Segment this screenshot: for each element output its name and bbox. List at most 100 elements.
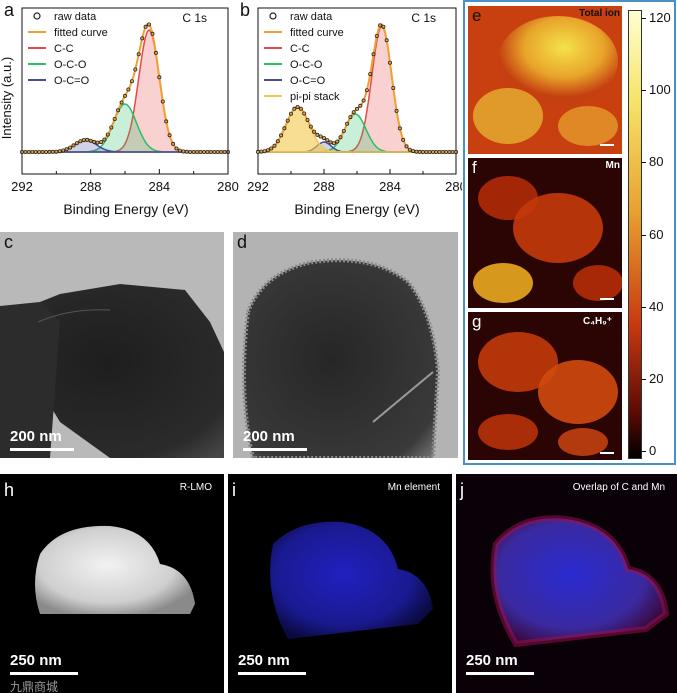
xps-b-tick-label: 280 (445, 179, 462, 194)
xps-a-raw-point (133, 67, 138, 72)
xps-a-raw-point (157, 75, 162, 80)
xps-a-raw-point (167, 133, 172, 138)
xlabel-a: Binding Energy (eV) (63, 201, 188, 217)
xps-b-raw-point (269, 146, 274, 151)
scalebar-j (466, 672, 534, 675)
xps-a-raw-point (112, 117, 117, 122)
xps-b-legend-label: O-C-O (290, 59, 323, 71)
panel-g-label: g (472, 312, 482, 331)
eds-overlap-j: j Overlap of C and Mn 250 nm (456, 474, 677, 693)
xps-b-tick-label: 292 (247, 179, 269, 194)
xps-b-legend-label: raw data (290, 11, 333, 23)
xps-b-raw-point (374, 34, 379, 39)
xps-b-raw-point (295, 105, 300, 110)
scalebar-j-label: 250 nm (466, 652, 518, 669)
xps-b-raw-point (341, 128, 346, 133)
xps-a-legend-label: fitted curve (54, 27, 108, 39)
xps-b-tick-label: 288 (313, 179, 335, 194)
xps-a-raw-point (109, 125, 114, 130)
core-label-b: C 1s (411, 11, 436, 25)
scalebar-e (600, 144, 614, 146)
xps-a-legend-label: raw data (54, 11, 97, 23)
xps-a-raw-point (129, 79, 134, 84)
colorbar-tick-label: 120 (649, 10, 671, 25)
colorbar-tick (641, 162, 646, 164)
xps-a-raw-point (225, 149, 230, 154)
colorbar-tick-label: 40 (649, 298, 664, 314)
xps-b-legend-label: C-C (290, 43, 310, 55)
scalebar-c-label: 200 nm (10, 428, 62, 445)
map-e-title: Total ion (579, 8, 620, 19)
ylabel-a: Intensity (a.u.) (0, 57, 14, 139)
xps-a-raw-point (174, 146, 179, 151)
panel-c-label: c (4, 232, 13, 252)
xps-a-tick-label: 280 (217, 179, 239, 194)
xps-a-raw-point (105, 132, 110, 137)
xps-a-legend-label: C-C (54, 43, 74, 55)
colorbar-tick-label: 80 (649, 154, 664, 170)
xps-b-raw-point (404, 144, 409, 149)
colorbar-tick (641, 379, 646, 381)
xps-a-tick-label: 284 (148, 179, 170, 194)
xps-a-raw-point (146, 22, 151, 27)
xps-b-raw-point (285, 118, 290, 123)
xps-a-raw-point (164, 119, 169, 124)
scalebar-i-label: 250 nm (238, 652, 290, 669)
map-mn: f Mn (468, 158, 622, 308)
panel-e-label: e (472, 6, 482, 25)
xps-b-raw-point (305, 118, 310, 123)
xps-b-raw-point (364, 88, 369, 93)
image-h-title: R-LMO (179, 482, 212, 493)
xps-b-legend-label: fitted curve (290, 27, 344, 39)
xps-b-raw-point (322, 136, 327, 141)
xps-b-raw-point (355, 106, 360, 111)
xps-b-raw-point (338, 135, 343, 140)
xps-a-raw-point (78, 139, 83, 144)
xps-b-legend-label: O-C=O (290, 75, 326, 87)
xps-chart-b: C 1s raw data fitted curve C-C O-C-O O-C=O pi… (247, 7, 462, 217)
xps-a-raw-point (71, 143, 76, 148)
colorbar (628, 10, 642, 459)
colorbar-tick (641, 90, 646, 92)
xps-a-legend-label: O-C=O (54, 75, 90, 87)
colorbar-tick (641, 451, 646, 453)
xps-a-raw-point (126, 87, 131, 92)
xps-b-raw-point (394, 108, 399, 113)
scalebar-c (10, 448, 74, 451)
xps-a-raw-point (150, 31, 155, 36)
xps-b-raw-point (391, 86, 396, 91)
xps-b-raw-point (348, 115, 353, 120)
eds-map-i: i Mn element 250 nm (228, 474, 452, 693)
xps-b-raw-point (325, 138, 330, 143)
xps-b-raw-point (407, 147, 412, 152)
xps-b-legend-label: pi-pi stack (290, 91, 340, 103)
xps-b-raw-point (265, 148, 270, 153)
xps-b-raw-point (289, 111, 294, 116)
colorbar-tick-label: 20 (649, 371, 664, 387)
xps-b-legend-marker (269, 12, 277, 20)
scalebar-f (600, 298, 614, 300)
xps-a-raw-point (160, 99, 165, 104)
xps-b-raw-point (308, 124, 313, 129)
tem-image-d: d 200 nm (233, 232, 458, 458)
xps-a-tick-label: 288 (80, 179, 102, 194)
xps-b-raw-point (378, 23, 383, 28)
xps-b-raw-point (401, 137, 406, 142)
panel-i-label: i (232, 480, 236, 500)
core-label-a: C 1s (182, 11, 207, 25)
xps-b-raw-point (381, 24, 386, 29)
xps-a-raw-point (61, 148, 66, 153)
tem-image-c: c 200 nm (0, 232, 224, 458)
xps-a-raw-point (64, 147, 69, 152)
xps-a-raw-point (171, 141, 176, 146)
map-g-title: C₄H₉⁺ (583, 316, 612, 327)
xps-b-raw-point (397, 126, 402, 131)
scalebar-g (600, 452, 614, 454)
scalebar-i (238, 672, 306, 675)
map-total-ion: e Total ion (468, 6, 622, 154)
colorbar-tick-label: 0 (649, 443, 657, 459)
xps-b-raw-point (298, 106, 303, 111)
image-i-title: Mn element (387, 482, 440, 493)
xps-b-raw-point (292, 106, 297, 111)
xps-a-raw-point (136, 52, 141, 57)
